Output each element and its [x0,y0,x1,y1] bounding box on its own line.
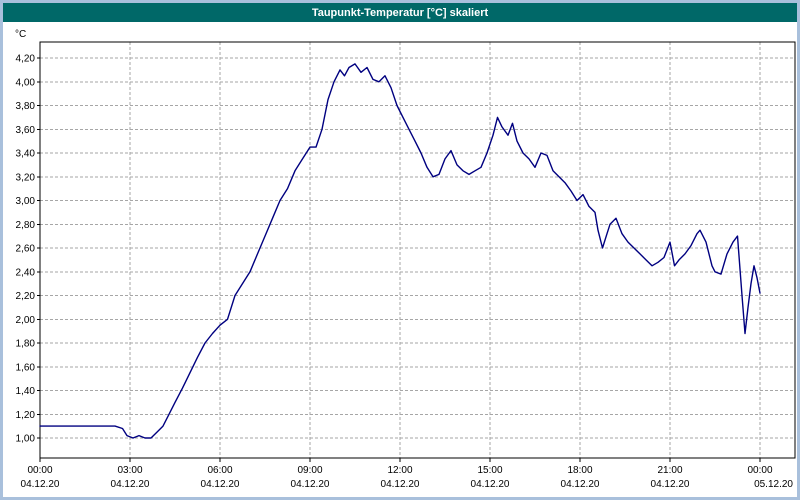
svg-text:00:00: 00:00 [27,465,52,476]
svg-text:04.12.20: 04.12.20 [651,479,690,490]
svg-text:1,00: 1,00 [16,434,36,445]
svg-text:05.12.20: 05.12.20 [754,479,793,490]
svg-text:04.12.20: 04.12.20 [111,479,150,490]
svg-text:2,80: 2,80 [16,220,36,231]
svg-text:4,00: 4,00 [16,77,36,88]
svg-text:3,80: 3,80 [16,101,36,112]
svg-text:04.12.20: 04.12.20 [201,479,240,490]
svg-text:04.12.20: 04.12.20 [291,479,330,490]
svg-text:21:00: 21:00 [657,465,682,476]
svg-text:2,00: 2,00 [16,315,36,326]
svg-text:3,20: 3,20 [16,172,36,183]
svg-text:06:00: 06:00 [207,465,232,476]
svg-text:2,40: 2,40 [16,267,36,278]
svg-text:1,40: 1,40 [16,386,36,397]
svg-text:3,60: 3,60 [16,125,36,136]
svg-text:3,00: 3,00 [16,196,36,207]
svg-text:04.12.20: 04.12.20 [471,479,510,490]
dewpoint-line-chart: 4,20 4,00 3,80 3,60 3,40 3,20 3,00 2,80 2,60 2,40… [15,29,796,490]
svg-text:03:00: 03:00 [117,465,142,476]
chart-title: Taupunkt-Temperatur [°C] skaliert [311,6,489,19]
chart-area: 4,20 4,00 3,80 3,60 3,40 3,20 3,00 2,80 2,60 2,40… [3,22,797,497]
svg-text:18:00: 18:00 [567,465,592,476]
svg-text:12:00: 12:00 [387,465,412,476]
svg-text:°C: °C [15,29,26,40]
svg-text:09:00: 09:00 [297,465,322,476]
svg-text:4,20: 4,20 [16,54,36,65]
svg-text:2,20: 2,20 [16,291,36,302]
svg-text:2,60: 2,60 [16,244,36,255]
svg-text:1,20: 1,20 [16,410,36,421]
svg-text:04.12.20: 04.12.20 [381,479,420,490]
svg-text:1,80: 1,80 [16,339,36,350]
svg-text:04.12.20: 04.12.20 [561,479,600,490]
svg-text:15:00: 15:00 [477,465,502,476]
svg-text:1,60: 1,60 [16,362,36,373]
svg-text:3,40: 3,40 [16,149,36,160]
window-title-bar: Taupunkt-Temperatur [°C] skaliert [3,3,797,22]
svg-text:04.12.20: 04.12.20 [21,479,60,490]
svg-text:00:00: 00:00 [747,465,772,476]
